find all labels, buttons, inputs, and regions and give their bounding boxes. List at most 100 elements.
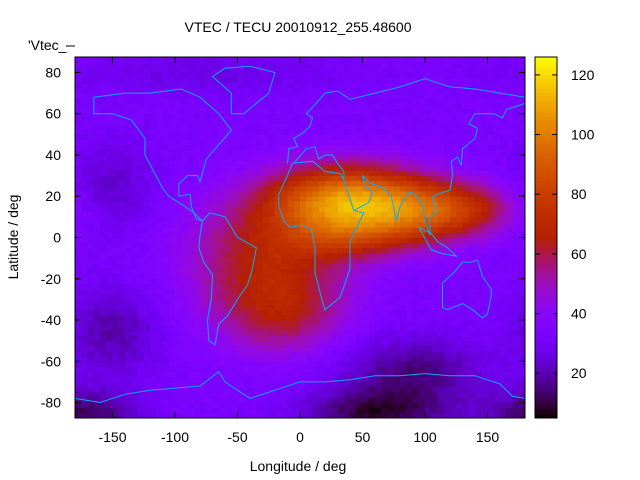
heatmap-cell xyxy=(300,118,307,125)
heatmap-cell xyxy=(118,397,126,403)
heatmap-cell xyxy=(431,273,438,280)
heatmap-cell xyxy=(300,252,307,259)
heatmap-cell xyxy=(268,268,276,274)
heatmap-cell xyxy=(368,345,376,352)
heatmap-cell xyxy=(475,118,482,125)
heatmap-cell xyxy=(175,113,182,120)
heatmap-cell xyxy=(318,263,326,269)
heatmap-cell xyxy=(200,87,207,94)
heatmap-cell xyxy=(300,283,307,290)
heatmap-cell xyxy=(368,278,376,285)
heatmap-cell xyxy=(187,268,195,274)
heatmap-cell xyxy=(450,118,457,125)
heatmap-cell xyxy=(237,82,245,89)
heatmap-cell xyxy=(431,402,438,409)
heatmap-cell xyxy=(218,345,226,352)
heatmap-cell xyxy=(225,247,232,254)
heatmap-cell xyxy=(275,206,282,213)
heatmap-cell xyxy=(75,263,82,269)
heatmap-cell xyxy=(456,356,463,362)
heatmap-cell xyxy=(156,67,163,73)
heatmap-cell xyxy=(356,294,363,300)
heatmap-cell xyxy=(362,340,370,347)
heatmap-cell xyxy=(450,87,457,94)
heatmap-cell xyxy=(231,113,238,120)
heatmap-cell xyxy=(262,113,270,120)
heatmap-cell xyxy=(443,289,451,295)
heatmap-cell xyxy=(75,206,82,213)
heatmap-cell xyxy=(437,201,445,207)
heatmap-cell xyxy=(375,124,382,130)
heatmap-cell xyxy=(337,93,345,99)
heatmap-cell xyxy=(100,330,107,336)
heatmap-cell xyxy=(112,175,120,182)
heatmap-cell xyxy=(406,57,413,63)
heatmap-cell xyxy=(206,299,213,305)
heatmap-cell xyxy=(437,381,445,388)
heatmap-cell xyxy=(481,206,488,213)
heatmap-cell xyxy=(368,309,376,316)
heatmap-cell xyxy=(293,211,301,218)
heatmap-cell xyxy=(243,247,251,254)
heatmap-cell xyxy=(275,402,282,409)
heatmap-cell xyxy=(493,129,501,135)
heatmap-cell xyxy=(237,108,245,115)
heatmap-cell xyxy=(212,263,220,269)
heatmap-cell xyxy=(381,144,388,151)
heatmap-cell xyxy=(250,93,257,99)
heatmap-cell xyxy=(443,216,451,223)
heatmap-cell xyxy=(362,242,370,249)
heatmap-cell xyxy=(156,304,163,311)
heatmap-cell xyxy=(493,294,501,300)
heatmap-cell xyxy=(262,154,270,161)
heatmap-cell xyxy=(243,118,251,125)
heatmap-cell xyxy=(350,263,357,269)
heatmap-cell xyxy=(481,320,488,326)
heatmap-cell xyxy=(187,144,195,151)
heatmap-cell xyxy=(181,283,188,290)
heatmap-cell xyxy=(368,170,376,177)
heatmap-cell xyxy=(293,191,301,197)
heatmap-cell xyxy=(481,278,488,285)
heatmap-cell xyxy=(337,294,345,300)
heatmap-cell xyxy=(231,278,238,285)
heatmap-cell xyxy=(287,247,295,254)
heatmap-cell xyxy=(450,242,457,249)
heatmap-cell xyxy=(325,67,332,73)
heatmap-cell xyxy=(400,242,407,249)
heatmap-cell xyxy=(331,201,338,207)
heatmap-cell xyxy=(293,330,301,336)
heatmap-cell xyxy=(418,392,426,398)
heatmap-cell xyxy=(200,124,207,130)
heatmap-cell xyxy=(400,283,407,290)
heatmap-cell xyxy=(312,129,320,135)
heatmap-cell xyxy=(162,98,170,104)
heatmap-cell xyxy=(181,232,188,238)
heatmap-cell xyxy=(237,350,245,357)
heatmap-cell xyxy=(243,320,251,326)
heatmap-cell xyxy=(381,371,388,378)
heatmap-cell xyxy=(375,201,382,207)
heatmap-cell xyxy=(181,294,188,300)
heatmap-cell xyxy=(100,67,107,73)
heatmap-cell xyxy=(93,397,101,403)
heatmap-cell xyxy=(250,320,257,326)
heatmap-cell xyxy=(393,222,401,228)
heatmap-cell xyxy=(281,366,288,372)
heatmap-cell xyxy=(350,252,357,259)
heatmap-cell xyxy=(112,185,120,192)
heatmap-cell xyxy=(187,206,195,213)
heatmap-cell xyxy=(343,144,351,151)
heatmap-cell xyxy=(337,273,345,280)
heatmap-cell xyxy=(112,314,120,321)
heatmap-cell xyxy=(131,335,138,342)
heatmap-cell xyxy=(212,407,220,414)
heatmap-cell xyxy=(487,227,495,233)
heatmap-cell xyxy=(256,149,263,156)
heatmap-cell xyxy=(475,211,482,218)
heatmap-cell xyxy=(287,180,295,187)
heatmap-cell xyxy=(450,314,457,321)
heatmap-cell xyxy=(393,340,401,347)
heatmap-cell xyxy=(218,103,226,109)
heatmap-cell xyxy=(406,278,413,285)
